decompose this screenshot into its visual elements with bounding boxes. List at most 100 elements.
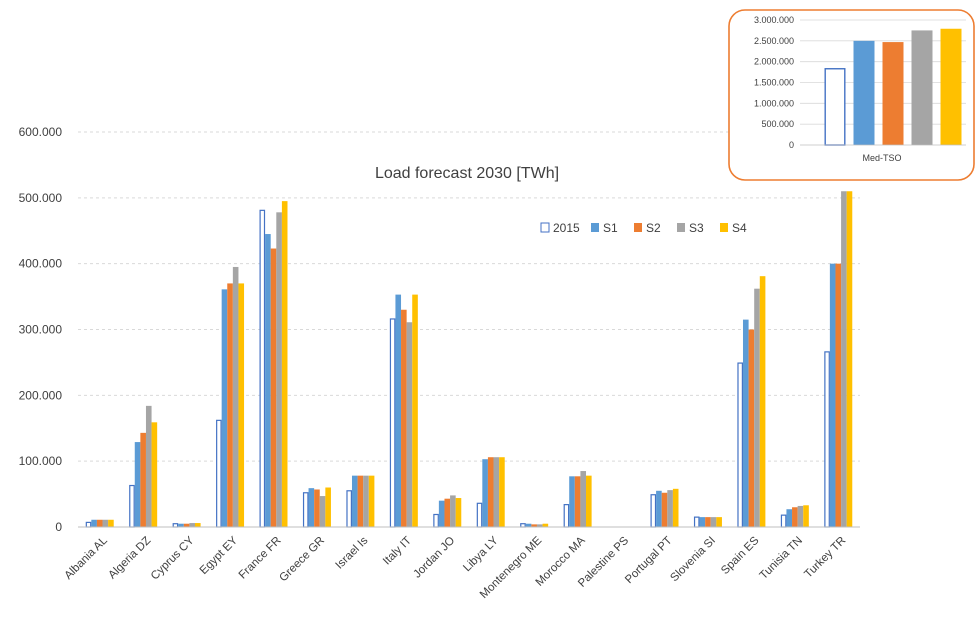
bar xyxy=(710,517,717,527)
legend-item: S1 xyxy=(591,221,618,235)
bar xyxy=(351,475,358,527)
bar xyxy=(482,459,488,527)
legend: 2015 S1 S2 S3 S4 xyxy=(540,221,747,235)
x-tick-label: Portugal PT xyxy=(623,535,674,586)
bar xyxy=(586,475,592,527)
main-gridlines xyxy=(78,131,860,462)
bar xyxy=(140,432,146,527)
bar xyxy=(96,519,103,527)
bar xyxy=(265,234,271,527)
bar xyxy=(395,294,402,527)
bar xyxy=(803,505,809,527)
inset-bars xyxy=(824,28,962,146)
bar xyxy=(455,498,462,527)
bar xyxy=(389,318,396,528)
bar xyxy=(672,488,679,527)
bar xyxy=(368,475,375,527)
legend-swatch xyxy=(720,223,728,232)
bar xyxy=(438,500,445,527)
bar xyxy=(780,514,787,528)
bar xyxy=(178,523,184,527)
bar xyxy=(667,490,673,527)
x-tick-label: France FR xyxy=(237,535,284,582)
inset-y-tick-label: 3.000.000 xyxy=(754,15,794,25)
bar xyxy=(699,517,706,527)
x-tick-label: Tunisia TN xyxy=(758,535,805,582)
bar xyxy=(102,519,109,527)
inset-bar-S1 xyxy=(853,40,875,146)
bar xyxy=(542,523,549,527)
bar xyxy=(412,294,418,527)
bar xyxy=(108,519,114,527)
bar xyxy=(401,309,407,527)
bar xyxy=(650,494,657,528)
bar xyxy=(786,509,793,527)
y-tick-label: 400.000 xyxy=(19,257,63,271)
inset-y-tick-label: 2.500.000 xyxy=(754,36,794,46)
x-tick-label: Cyprus CY xyxy=(149,534,197,582)
bar xyxy=(216,419,222,528)
legend-item: 2015 xyxy=(540,221,580,235)
bar xyxy=(580,471,587,527)
series-S2 xyxy=(96,248,842,527)
bar xyxy=(129,484,135,528)
chart-title: Load forecast 2030 [TWh] xyxy=(375,165,559,182)
bar xyxy=(754,288,760,527)
bar xyxy=(406,322,413,527)
inset-category-label: Med-TSO xyxy=(862,153,901,163)
bar xyxy=(759,276,766,527)
bar xyxy=(829,263,836,527)
legend-item: S2 xyxy=(634,221,661,235)
bar xyxy=(563,504,570,528)
bar xyxy=(841,191,847,527)
series-2015 xyxy=(85,209,830,528)
bar xyxy=(221,289,228,527)
bar xyxy=(824,351,830,528)
inset-y-tick-label: 500.000 xyxy=(761,119,794,129)
y-tick-label: 0 xyxy=(55,520,62,534)
bar xyxy=(259,209,266,528)
x-tick-label: Italy IT xyxy=(381,535,414,568)
bar xyxy=(737,362,743,528)
bar xyxy=(232,266,239,527)
bar xyxy=(525,523,532,527)
bar xyxy=(705,517,711,527)
bar xyxy=(574,476,581,527)
bar xyxy=(276,212,282,528)
x-tick-label: Albania AL xyxy=(62,534,110,582)
legend-swatch xyxy=(634,223,642,232)
bar xyxy=(531,524,537,527)
bar xyxy=(319,496,326,527)
bar xyxy=(195,523,201,527)
x-tick-label: Jordan JO xyxy=(411,535,457,581)
inset-bar-S4 xyxy=(940,28,962,145)
bar xyxy=(433,513,439,528)
bar xyxy=(499,457,505,527)
bar xyxy=(476,502,483,528)
bar xyxy=(91,519,97,527)
inset-bar-S3 xyxy=(911,30,933,146)
y-tick-label: 500.000 xyxy=(19,191,63,205)
x-tick-label: Spain ES xyxy=(719,534,762,577)
series-S1 xyxy=(91,234,836,527)
inset-y-axis: 0 500.000 1.000.000 1.500.000 2.000.000 2.500… xyxy=(754,15,794,150)
bar xyxy=(134,442,141,527)
bar xyxy=(487,457,494,527)
bar xyxy=(444,498,451,527)
bar xyxy=(325,487,331,527)
bar xyxy=(346,490,352,528)
bar xyxy=(835,263,842,527)
inset-y-tick-label: 0 xyxy=(789,140,794,150)
bar xyxy=(656,490,662,527)
x-tick-label: Greece GR xyxy=(277,535,327,585)
series-S4 xyxy=(108,191,853,527)
bar xyxy=(238,283,245,527)
series-S3 xyxy=(102,191,847,528)
x-tick-label: Turkey TR xyxy=(802,535,848,581)
inset-chart-med-tso: 0 500.000 1.000.000 1.500.000 2.000.000 2.500… xyxy=(728,9,975,181)
bar xyxy=(450,495,456,527)
bar xyxy=(302,492,309,528)
y-tick-label: 600.000 xyxy=(19,125,63,139)
bar xyxy=(227,283,233,527)
